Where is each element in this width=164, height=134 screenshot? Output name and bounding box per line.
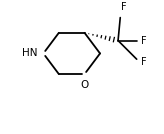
Text: F: F — [141, 36, 146, 46]
Text: O: O — [81, 80, 89, 90]
Text: HN: HN — [22, 48, 38, 58]
Text: F: F — [141, 57, 146, 67]
Text: F: F — [121, 2, 127, 12]
